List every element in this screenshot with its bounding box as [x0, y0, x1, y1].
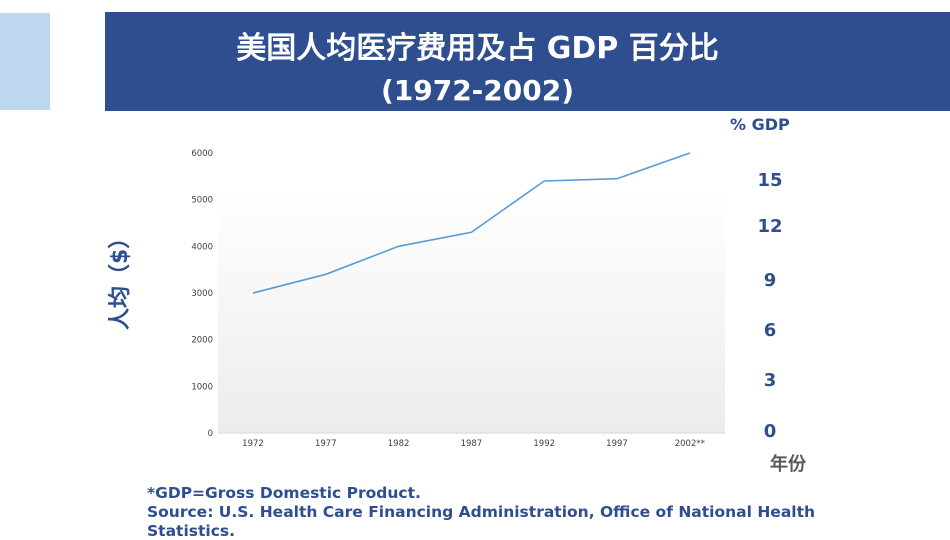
y-tick-label: 4000 [191, 242, 213, 252]
secondary-axis-tick: 6 [763, 320, 777, 341]
chart-subtitle: (1972-2002) [380, 74, 575, 107]
y-tick-label: 2000 [191, 336, 213, 346]
y-tick-label: 3000 [191, 289, 213, 299]
plot-area-background [218, 190, 725, 433]
x-tick-label: 1987 [461, 439, 483, 449]
footnote-source: Source: U.S. Health Care Financing Admin… [147, 503, 816, 521]
x-tick-label: 1982 [388, 439, 410, 449]
x-tick-label: 1997 [606, 439, 628, 449]
x-tick-label: 2002** [675, 439, 705, 449]
x-tick-label: 1992 [533, 439, 555, 449]
x-axis-title: 年份 [770, 454, 806, 475]
title-banner [105, 12, 950, 111]
y-tick-label: 5000 [191, 196, 213, 206]
footnote-gdp-definition: *GDP=Gross Domestic Product. [147, 484, 421, 502]
x-tick-label: 1977 [315, 439, 337, 449]
secondary-axis-tick: 15 [757, 170, 783, 191]
decorative-accent-block [0, 13, 50, 110]
secondary-axis-unit: % GDP [730, 115, 790, 134]
chart-title: 美国人均医疗费用及占 GDP 百分比 [236, 31, 719, 66]
footnote-source-continued: Statistics. [147, 522, 236, 540]
y-axis-title: 人均（$） [108, 226, 133, 330]
series-line [252, 152, 691, 294]
secondary-axis-tick: 12 [757, 216, 783, 237]
secondary-axis-tick: 3 [763, 370, 777, 391]
secondary-axis-tick: 9 [763, 270, 777, 291]
x-tick-label: 1972 [242, 439, 264, 449]
y-tick-label: 0 [208, 429, 213, 439]
y-tick-label: 6000 [191, 149, 213, 159]
y-tick-label: 1000 [191, 382, 213, 392]
secondary-axis-tick: 0 [763, 421, 777, 442]
